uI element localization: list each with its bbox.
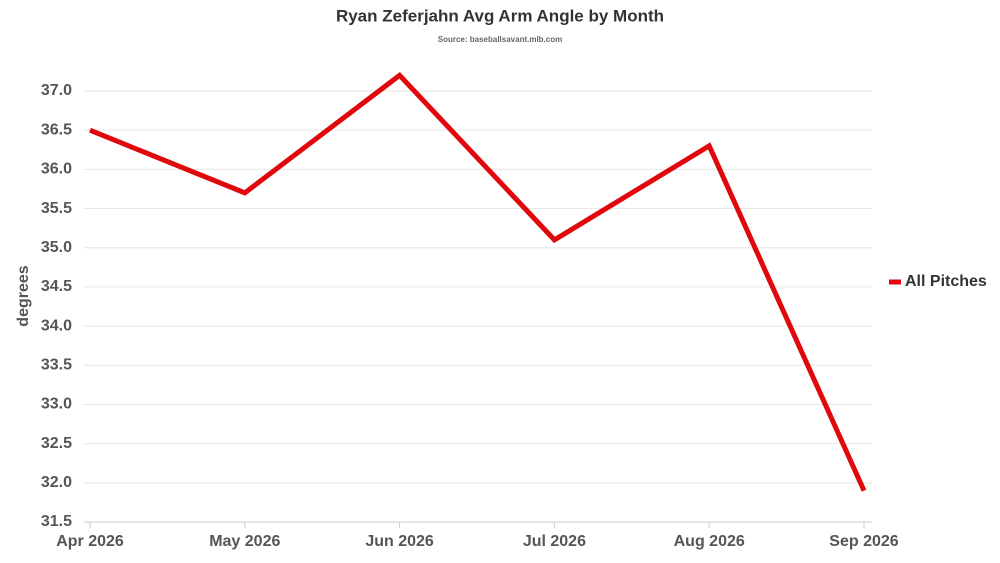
y-tick-label: 31.5 xyxy=(41,513,72,530)
x-tick-label: Jul 2026 xyxy=(523,533,586,550)
y-tick-label: 32.5 xyxy=(41,435,72,452)
chart-subtitle: Source: baseballsavant.mlb.com xyxy=(438,35,563,44)
y-tick-label: 33.5 xyxy=(41,356,72,373)
y-tick-label: 37.0 xyxy=(41,82,72,99)
y-axis-label: degrees xyxy=(15,265,32,326)
x-tick-label: Sep 2026 xyxy=(829,533,898,550)
y-tick-label: 35.0 xyxy=(41,239,72,256)
x-tick-label: Aug 2026 xyxy=(674,533,745,550)
y-tick-label: 32.0 xyxy=(41,474,72,491)
chart-title: Ryan Zeferjahn Avg Arm Angle by Month xyxy=(336,6,664,25)
y-tick-label: 35.5 xyxy=(41,200,72,217)
x-tick-label: Apr 2026 xyxy=(56,533,124,550)
y-tick-label: 33.0 xyxy=(41,396,72,413)
y-tick-label: 36.5 xyxy=(41,121,72,138)
legend-label: All Pitches xyxy=(905,273,987,290)
y-tick-label: 34.0 xyxy=(41,317,72,334)
y-tick-label: 36.0 xyxy=(41,161,72,178)
x-tick-label: Jun 2026 xyxy=(365,533,434,550)
x-tick-label: May 2026 xyxy=(209,533,280,550)
y-tick-label: 34.5 xyxy=(41,278,72,295)
data-line xyxy=(89,71,867,492)
